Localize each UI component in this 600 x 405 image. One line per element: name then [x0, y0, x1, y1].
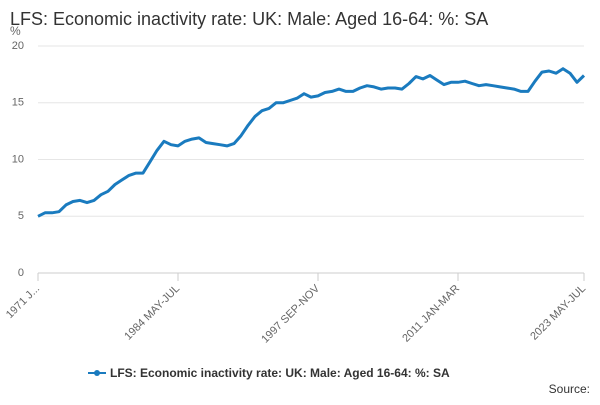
- x-tick-label: 2011 JAN-MAR: [400, 283, 462, 345]
- x-tick-label: 1997 SEP-NOV: [259, 282, 322, 345]
- y-tick-label: 5: [18, 210, 24, 222]
- source: Source:: [549, 382, 590, 396]
- y-tick-label: 0: [18, 267, 24, 279]
- y-axis-label: %: [10, 24, 21, 38]
- y-tick-label: 15: [12, 97, 24, 109]
- y-tick-label: 20: [12, 40, 24, 52]
- x-tick-label: 1971 J...: [4, 283, 42, 321]
- chart-title: LFS: Economic inactivity rate: UK: Male:…: [10, 9, 488, 29]
- y-tick-label: 10: [12, 153, 24, 165]
- legend-marker: [94, 370, 100, 376]
- x-tick-label: 1984 MAY-JUL: [122, 283, 182, 343]
- x-tick-label: 2023 MAY-JUL: [528, 283, 588, 343]
- data-line: [37, 67, 586, 218]
- legend-label: LFS: Economic inactivity rate: UK: Male:…: [110, 366, 450, 380]
